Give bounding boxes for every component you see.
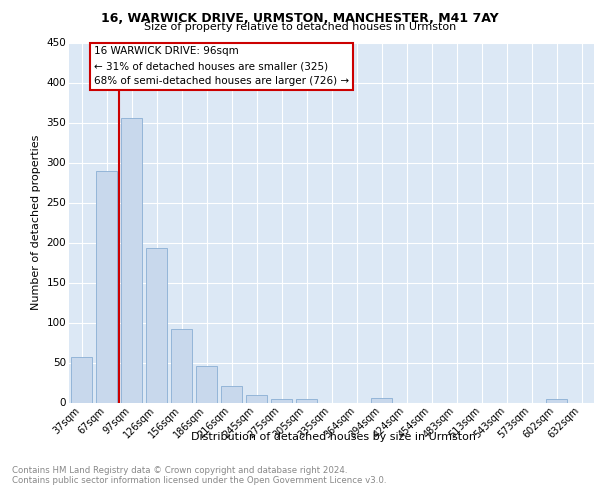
Bar: [296, 398, 317, 402]
Bar: [221, 386, 242, 402]
Text: Distribution of detached houses by size in Urmston: Distribution of detached houses by size …: [191, 432, 476, 442]
Bar: [371, 398, 392, 402]
Text: Contains HM Land Registry data © Crown copyright and database right 2024.
Contai: Contains HM Land Registry data © Crown c…: [12, 466, 386, 485]
Bar: [196, 366, 217, 403]
Bar: [246, 394, 267, 402]
Text: 16 WARWICK DRIVE: 96sqm
← 31% of detached houses are smaller (325)
68% of semi-d: 16 WARWICK DRIVE: 96sqm ← 31% of detache…: [94, 46, 349, 86]
Bar: [171, 329, 192, 402]
Bar: [71, 357, 92, 403]
Y-axis label: Number of detached properties: Number of detached properties: [31, 135, 41, 310]
Bar: [271, 398, 292, 402]
Text: Size of property relative to detached houses in Urmston: Size of property relative to detached ho…: [144, 22, 456, 32]
Bar: [146, 248, 167, 402]
Bar: [546, 398, 567, 402]
Bar: [121, 118, 142, 403]
Bar: [96, 170, 117, 402]
Text: 16, WARWICK DRIVE, URMSTON, MANCHESTER, M41 7AY: 16, WARWICK DRIVE, URMSTON, MANCHESTER, …: [101, 12, 499, 24]
